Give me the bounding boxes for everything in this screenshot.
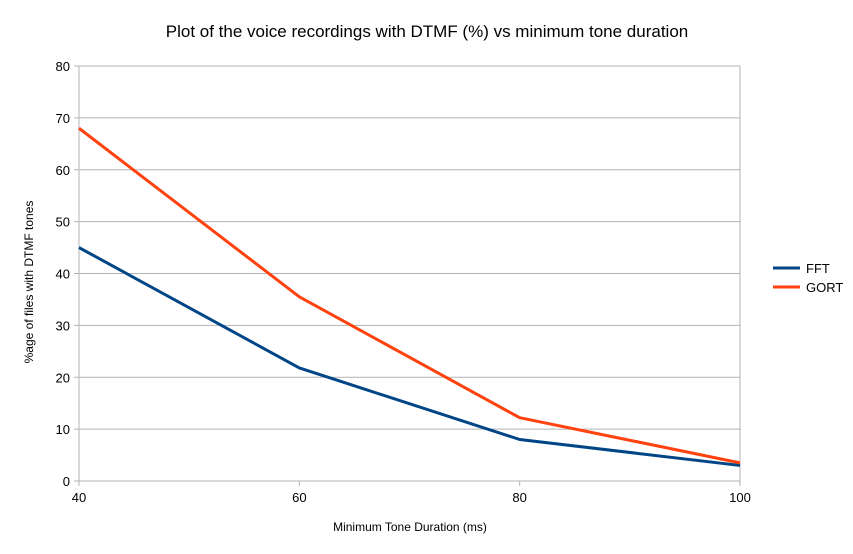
y-tick-label: 30 — [56, 318, 70, 333]
y-tick-label: 0 — [63, 474, 70, 489]
y-tick-label: 10 — [56, 422, 70, 437]
axis-ticks: 0 10 20 30 40 50 60 70 80 40 60 80 100 — [56, 59, 751, 505]
y-tick-label: 20 — [56, 370, 70, 385]
x-tick-label: 40 — [72, 490, 86, 505]
y-tick-label: 40 — [56, 267, 70, 282]
x-axis-label: Minimum Tone Duration (ms) — [333, 520, 487, 534]
x-tick-label: 80 — [512, 490, 526, 505]
y-tick-label: 50 — [56, 215, 70, 230]
y-axis-label: %age of files with DTMF tones — [22, 201, 36, 364]
y-tick-label: 80 — [56, 59, 70, 74]
series-line-fft — [78, 246, 741, 467]
chart-title: Plot of the voice recordings with DTMF (… — [166, 22, 688, 41]
legend-label-gort: GORT — [806, 280, 843, 295]
x-tick-label: 100 — [729, 490, 751, 505]
series-layer — [78, 127, 741, 467]
grid — [78, 65, 741, 482]
legend: FFT GORT — [773, 261, 843, 295]
x-tick-label: 60 — [292, 490, 306, 505]
y-tick-label: 70 — [56, 111, 70, 126]
legend-label-fft: FFT — [806, 261, 830, 276]
series-line-gort — [78, 127, 741, 465]
y-tick-label: 60 — [56, 163, 70, 178]
